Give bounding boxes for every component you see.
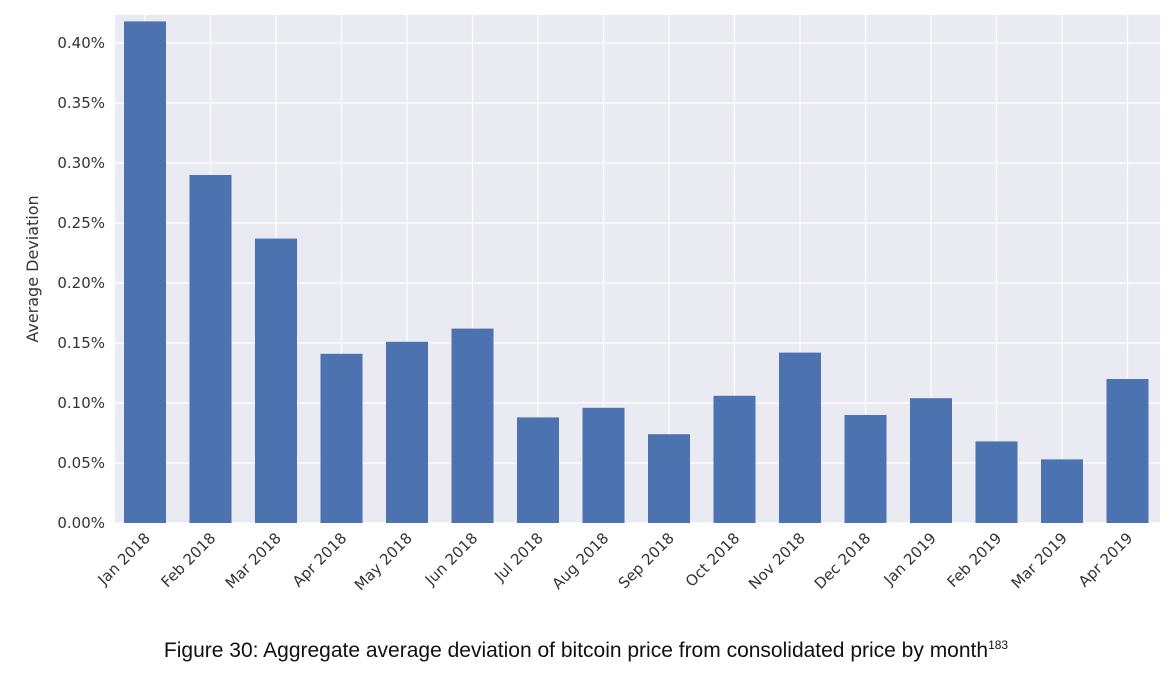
caption-footnote: 183 — [988, 638, 1009, 652]
bar-jun-2018 — [451, 328, 494, 523]
y-tick-label: 0.35% — [57, 94, 105, 112]
bar-feb-2019 — [975, 441, 1018, 523]
y-tick-label: 0.15% — [57, 334, 105, 352]
x-tick-label: Feb 2019 — [943, 529, 1005, 591]
bar-mar-2018 — [255, 238, 297, 523]
bar-jul-2018 — [517, 417, 559, 523]
x-tick-label: Jan 2018 — [94, 529, 154, 589]
bar-chart: 0.00% 0.05% 0.10% 0.15% 0.20% 0.25% 0.30% 0.35%… — [23, 15, 1160, 594]
bar-apr-2019 — [1106, 379, 1149, 523]
bar-aug-2018 — [582, 407, 625, 523]
bar-oct-2018 — [713, 395, 756, 523]
x-tick-label: Aug 2018 — [549, 529, 613, 593]
x-tick-label: Mar 2018 — [222, 529, 285, 592]
x-tick-label: Oct 2018 — [682, 529, 743, 590]
y-axis-label: Average Deviation — [23, 195, 42, 342]
bar-apr-2018 — [320, 353, 363, 523]
bar-jan-2018 — [124, 21, 166, 524]
x-tick-label: Mar 2019 — [1008, 529, 1071, 592]
x-tick-label: Apr 2019 — [1075, 529, 1136, 590]
y-tick-label: 0.40% — [57, 34, 105, 52]
x-tick-label: Sep 2018 — [615, 529, 678, 592]
x-tick-label: Nov 2018 — [745, 529, 809, 593]
y-tick-label: 0.10% — [57, 394, 105, 412]
caption-text: Figure 30: Aggregate average deviation o… — [163, 639, 989, 662]
bar-feb-2018 — [189, 175, 232, 523]
y-tick-label: 0.25% — [57, 214, 105, 232]
bar-dec-2018 — [844, 415, 887, 523]
bar-may-2018 — [386, 341, 428, 523]
y-tick-label: 0.05% — [57, 454, 105, 472]
bar-sep-2018 — [648, 434, 690, 523]
bar-mar-2019 — [1041, 459, 1083, 523]
x-tick-label: Apr 2018 — [289, 529, 350, 590]
y-tick-label: 0.20% — [57, 274, 105, 292]
figure-caption: Figure 30: Aggregate average deviation o… — [0, 638, 1172, 663]
y-tick-label: 0.30% — [57, 154, 105, 172]
x-tick-label: Feb 2018 — [157, 529, 219, 591]
bar-nov-2018 — [779, 352, 821, 523]
x-tick-label: Jul 2018 — [490, 529, 547, 586]
x-tick-label: Jan 2019 — [880, 529, 940, 589]
x-tick-label: Jun 2018 — [421, 529, 481, 589]
bar-jan-2019 — [910, 398, 952, 523]
y-tick-label: 0.00% — [57, 514, 105, 532]
x-tick-label: May 2018 — [351, 529, 416, 594]
x-tick-label: Dec 2018 — [811, 529, 875, 593]
